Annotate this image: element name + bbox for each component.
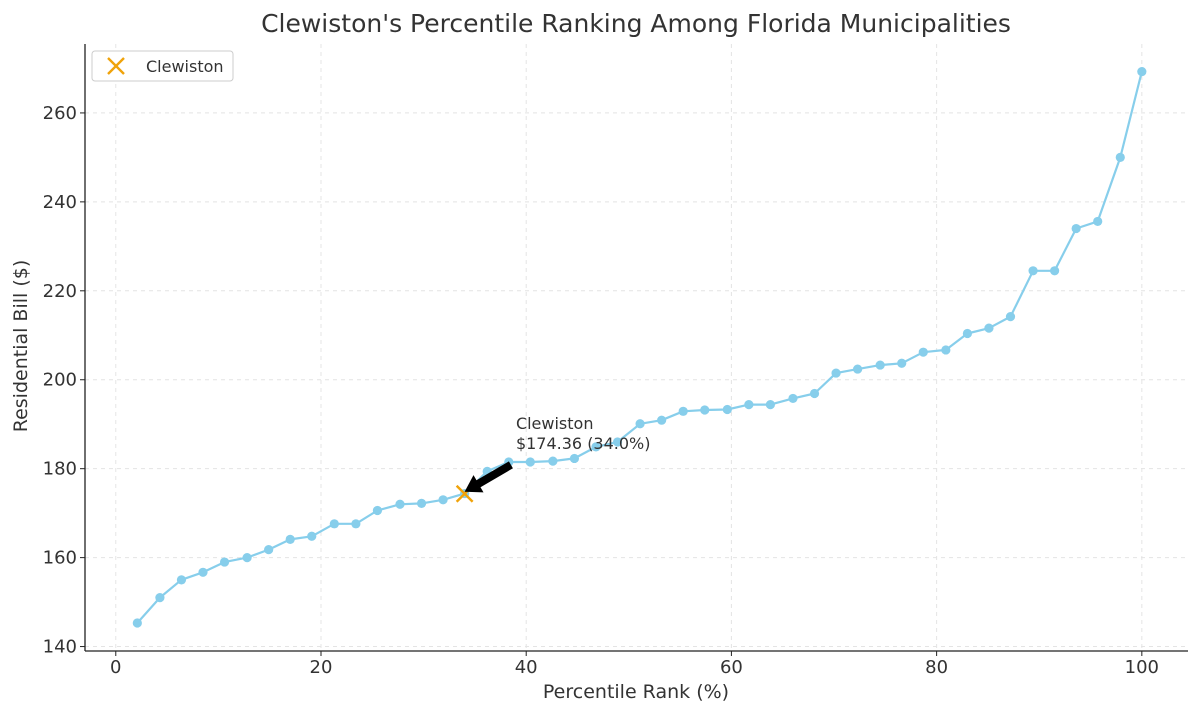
data-point — [242, 553, 252, 563]
gridlines — [85, 44, 1188, 651]
data-point — [198, 567, 208, 577]
data-point — [569, 453, 580, 464]
data-point — [591, 442, 601, 452]
data-point — [1115, 152, 1125, 162]
data-point — [722, 404, 732, 415]
data-point — [1050, 266, 1060, 276]
legend-label: Clewiston — [146, 57, 224, 76]
data-point — [329, 519, 339, 529]
data-series — [132, 66, 1147, 628]
y-axis-ticks: 140 160 180 200 220 240 260 — [43, 103, 85, 658]
data-point — [765, 400, 775, 410]
axes — [84, 44, 1188, 652]
data-point — [700, 405, 710, 415]
data-point — [1137, 66, 1147, 77]
x-tick-label: 40 — [515, 657, 538, 678]
x-tick-label: 20 — [310, 657, 333, 678]
y-tick-label: 220 — [43, 281, 77, 302]
x-tick-label: 60 — [720, 657, 743, 678]
data-point — [219, 557, 230, 567]
data-point — [1005, 311, 1016, 322]
data-point — [788, 393, 798, 404]
y-tick-label: 240 — [43, 192, 77, 213]
data-point — [657, 415, 667, 425]
annotation-value: $174.36 (34.0%) — [516, 434, 651, 453]
annotation: Clewiston $174.36 (34.0%) — [464, 414, 651, 493]
arrow-icon — [464, 461, 513, 493]
data-point — [372, 505, 383, 516]
legend-box — [91, 50, 234, 82]
data-point — [678, 406, 688, 416]
data-point — [941, 345, 951, 355]
data-point — [525, 457, 535, 467]
x-tick-label: 0 — [110, 657, 121, 678]
data-point — [744, 400, 754, 410]
data-point — [875, 360, 885, 370]
data-point — [351, 519, 361, 529]
data-point — [918, 347, 928, 357]
data-point — [132, 618, 142, 628]
data-point — [548, 456, 558, 466]
data-point — [1093, 216, 1103, 227]
data-point — [155, 593, 165, 603]
x-tick-label: 80 — [925, 657, 948, 678]
y-tick-label: 180 — [43, 459, 77, 480]
data-point — [1071, 223, 1081, 234]
data-point — [809, 388, 820, 399]
legend: Clewiston — [91, 50, 234, 82]
data-point — [438, 495, 448, 505]
x-axis-ticks: 0 20 40 60 80 100 — [110, 651, 1159, 678]
y-tick-label: 200 — [43, 370, 77, 391]
data-point — [612, 437, 623, 447]
data-point — [307, 531, 317, 541]
data-point — [264, 545, 274, 555]
legend-x-mark-icon — [107, 57, 125, 75]
x-tick-label: 100 — [1125, 657, 1159, 678]
y-tick-label: 160 — [43, 548, 77, 569]
data-point — [285, 534, 295, 544]
y-tick-label: 260 — [43, 103, 77, 124]
data-point — [984, 323, 994, 333]
data-point — [897, 358, 907, 368]
y-tick-label: 140 — [43, 637, 77, 658]
data-point — [853, 364, 863, 374]
annotation-name: Clewiston — [516, 414, 594, 433]
data-point — [635, 419, 645, 429]
chart-title: Clewiston's Percentile Ranking Among Flo… — [261, 9, 1011, 38]
x-axis-label: Percentile Rank (%) — [543, 681, 729, 703]
data-point — [1028, 266, 1038, 276]
data-point — [962, 328, 973, 339]
y-axis-label: Residential Bill ($) — [10, 260, 32, 433]
data-point — [176, 575, 187, 585]
legend-x-stroke — [107, 57, 125, 75]
data-point — [416, 498, 427, 508]
data-point — [395, 499, 405, 509]
data-point — [831, 368, 841, 378]
